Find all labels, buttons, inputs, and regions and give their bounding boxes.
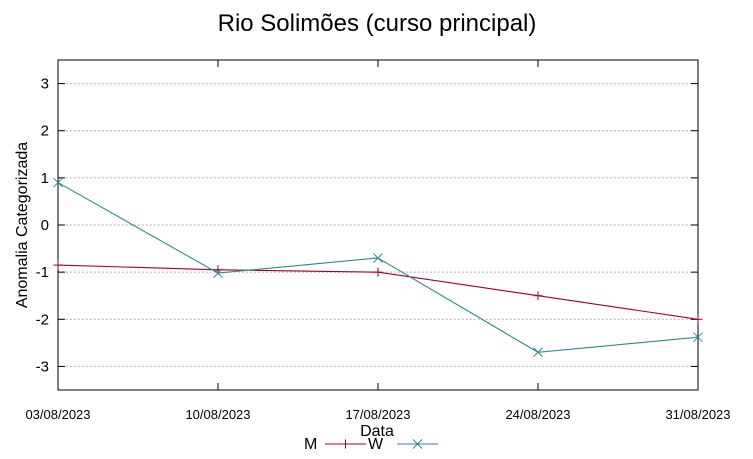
grid-lines: [58, 83, 698, 367]
legend-label: M: [304, 436, 317, 453]
chart-title: Rio Solimões (curso principal): [218, 10, 537, 37]
x-tick-label: 31/08/2023: [665, 407, 730, 422]
marker-stroke: [213, 268, 223, 278]
y-tick-label: 0: [41, 217, 49, 234]
y-tick-label: -2: [36, 311, 49, 328]
marker-stroke: [53, 177, 63, 188]
y-tick-label: -1: [36, 264, 49, 281]
y-axis-label: Anomalia Categorizada: [14, 142, 31, 308]
data-point-M: [53, 260, 63, 270]
data-point-W: [533, 347, 543, 358]
y-tick-label: 2: [41, 123, 49, 140]
x-axis-ticks: 03/08/2023 10/08/2023 17/08/2023 24/08/2023…: [25, 60, 731, 422]
legend-label: W: [368, 436, 384, 453]
data-point-W: [213, 268, 223, 278]
marker-stroke: [693, 332, 703, 343]
data-point-M: [533, 291, 543, 301]
x-axis-label: Data: [360, 423, 394, 440]
x-tick-label: 03/08/2023: [25, 407, 90, 422]
x-tick-label: 24/08/2023: [505, 407, 570, 422]
y-tick-label: -3: [36, 358, 49, 375]
legend-marker: [341, 439, 350, 449]
data-point-M: [693, 314, 703, 324]
marker-stroke: [373, 253, 383, 263]
y-tick-label: 3: [41, 76, 49, 93]
legend-marker: [412, 439, 423, 449]
y-tick-label: 1: [41, 170, 49, 187]
plot-frame: [57, 59, 699, 391]
marker-stroke: [533, 347, 543, 358]
data-point-M: [373, 267, 383, 277]
marker-stroke: [412, 439, 423, 449]
data-point-W: [373, 253, 383, 263]
data-point-W: [53, 177, 63, 188]
series-group: [53, 177, 703, 358]
y-axis-ticks: 3 2 1 0 -1 -2 -3: [36, 76, 698, 375]
x-tick-label: 17/08/2023: [345, 407, 410, 422]
data-point-W: [693, 332, 703, 343]
x-tick-label: 10/08/2023: [185, 407, 250, 422]
